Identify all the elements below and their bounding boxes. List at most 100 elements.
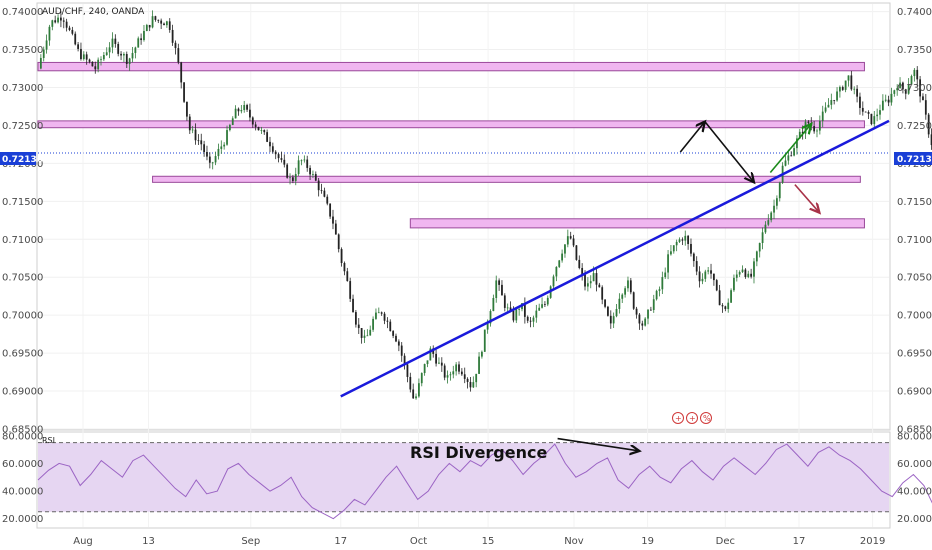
candle-body [203,144,206,153]
price-tick-label-left: 0.71500 [2,197,43,208]
candle-body [389,321,392,332]
candle-body [472,382,475,388]
candle-body [360,328,363,338]
candle-body [418,383,420,397]
candle-body [309,167,311,175]
candle-body [57,17,59,23]
candle-body [773,205,775,213]
price-tick-label: 0.69000 [897,387,932,398]
svg-text:0.72136: 0.72136 [897,155,932,165]
candle-body [641,323,644,326]
candle-body [91,61,94,67]
candle-body [564,244,566,254]
candle-body [249,109,251,118]
candle-body [859,96,861,108]
flag-icon[interactable] [672,412,684,424]
candle-body [721,305,724,307]
candle-body [148,25,151,28]
event-icons[interactable]: + + % [672,412,712,424]
candle-body [541,304,543,308]
candle-body [744,269,747,277]
candle-body [629,280,632,293]
candle-body [922,96,924,101]
candle-body [337,234,340,250]
candle-body [140,38,143,41]
candle-body [280,158,283,160]
flag-icon[interactable] [686,412,698,424]
candle-body [735,274,738,278]
candle-body [836,91,838,101]
time-axis: Aug 13 Sep 17 Oct 15 Nov 19 Dec 17 2019 [73,536,885,547]
candle-body [455,364,458,372]
time-tick-label: 19 [641,536,654,547]
projection-arrows [679,122,820,213]
candle-body [85,54,88,60]
candle-body [750,273,753,277]
candle-body [515,309,518,321]
candle-body [501,284,503,296]
candle-body [879,110,881,115]
price-tick-label: 0.69500 [897,349,932,360]
candle-body [251,117,254,125]
candle-body [438,362,440,364]
candle-body [807,121,810,124]
price-panel[interactable] [36,2,891,431]
candle-body [896,88,899,91]
candle-body [844,80,847,90]
candle-body [787,155,790,161]
candle-body [904,89,907,94]
candle-body [449,374,452,376]
candle-body [627,280,629,289]
candle-body [647,309,649,319]
candle-body [847,75,850,81]
candle-body [188,116,191,131]
price-tick-label-left: 0.74000 [2,7,43,18]
candle-body [320,190,323,191]
candle-body [692,253,695,262]
time-tick-label: 17 [793,536,806,547]
candle-body [839,87,841,92]
candle-body [796,138,798,149]
price-tick-label: 0.70000 [897,311,932,322]
candle-body [120,53,122,56]
candle-body [180,62,183,83]
candle-body [701,278,704,282]
candle-body [927,114,930,135]
candle-body [354,312,357,325]
svg-text:0.72136: 0.72136 [2,155,43,165]
candle-body [415,396,417,399]
candle-body [598,284,601,288]
chart-title: AUD/CHF, 240, OANDA [42,7,145,17]
candle-body [655,290,658,300]
event-icon[interactable] [700,412,712,424]
candle-body [864,111,867,113]
candle-body [77,44,79,49]
rsi-line-group [37,437,932,520]
candle-body [329,203,332,217]
candle-body [108,47,111,53]
candle-body [761,232,764,243]
candle-body [919,79,921,97]
projection-arrow [794,184,820,213]
candle-body [200,140,203,145]
candle-body [595,273,598,285]
candle-body [349,281,352,299]
candle-body [652,299,655,310]
candle-body [186,101,188,117]
candle-body [171,29,174,43]
candle-body [39,57,42,69]
candle-body [644,318,647,326]
candle-body [231,118,234,125]
rsi-line [37,443,932,520]
time-tick-label: 13 [142,536,155,547]
candle-body [326,196,329,204]
candle-body [117,43,120,54]
candle-body [131,52,134,59]
candle-body [346,271,349,282]
candle-body [612,316,615,324]
candle-body [899,82,901,89]
candle-body [111,38,114,48]
candle-body [145,25,148,31]
time-tick-label: Oct [410,536,427,547]
